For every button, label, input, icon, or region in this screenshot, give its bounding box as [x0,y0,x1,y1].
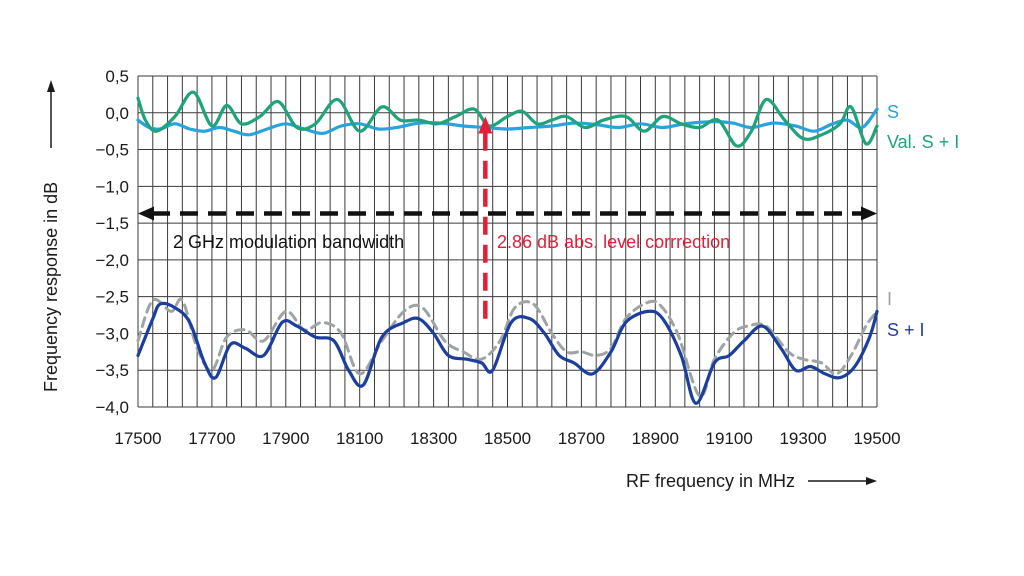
y-axis-arrow-head [47,80,55,92]
series-line-s [136,107,879,137]
x-axis-arrow-head [866,477,877,485]
legend-i: I [887,289,892,309]
x-tick-label: 18700 [558,429,605,448]
y-tick-label: −1,0 [95,177,129,196]
series-line-val-s-plus-i [136,90,879,148]
legend-val-s-plus-i: Val. S + I [887,132,959,152]
y-tick-label: −4,0 [95,398,129,417]
y-tick-label: −3,0 [95,324,129,343]
y-tick-label: −0,5 [95,141,129,160]
series-line-s-plus-i [136,301,879,405]
x-tick-label: 17500 [114,429,161,448]
x-tick-label: 18300 [410,429,457,448]
series-line-i [136,297,879,398]
y-tick-label: 0,0 [105,104,129,123]
legend: S Val. S + I I S + I [887,102,959,340]
y-axis-title: Frequency response in dB [41,80,61,392]
legend-s-plus-i: S + I [887,320,925,340]
level-correction-annotation: 2.86 dB abs. level corrrection [497,232,730,252]
x-tick-label: 18900 [632,429,679,448]
annotation-arrows [138,116,877,319]
bandwidth-arrow-head-left [138,206,154,221]
x-tick-label: 17700 [188,429,235,448]
y-tick-label: −2,0 [95,251,129,270]
x-tick-label: 18500 [484,429,531,448]
bandwidth-annotation: 2 GHz modulation bandwidth [173,232,404,252]
x-tick-label: 17900 [262,429,309,448]
x-tick-label: 19500 [853,429,900,448]
y-tick-label: −3,5 [95,361,129,380]
y-tick-label: −2,5 [95,288,129,307]
x-tick-label: 19300 [779,429,826,448]
series-layer [136,90,879,405]
x-axis-label: RF frequency in MHz [626,471,795,491]
y-axis-label: Frequency response in dB [41,182,61,392]
y-tick-label: −1,5 [95,214,129,233]
x-axis-title: RF frequency in MHz [626,471,877,491]
x-tick-label: 19100 [706,429,753,448]
correction-arrow-head [478,116,493,134]
y-tick-label: 0,5 [105,67,129,86]
x-tick-label: 18100 [336,429,383,448]
tick-labels: 17500 17700 17900 18100 18300 18500 18700 18900… [95,67,900,448]
bandwidth-arrow-head-right [861,206,877,221]
legend-s: S [887,102,899,122]
